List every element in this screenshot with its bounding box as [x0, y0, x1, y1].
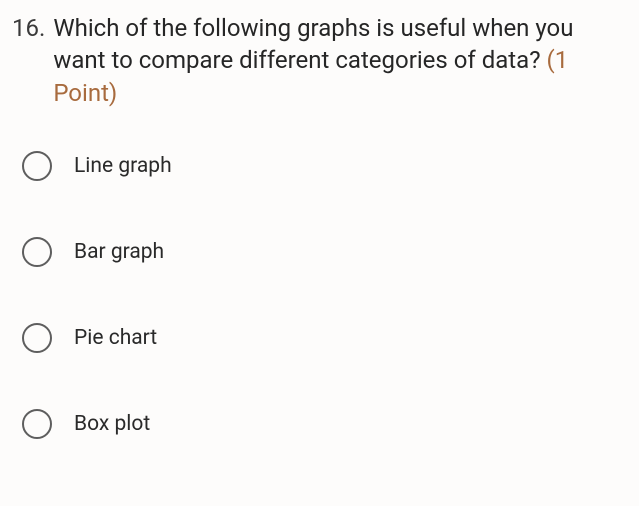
radio-icon[interactable]	[22, 237, 52, 267]
option-box-plot[interactable]: Box plot	[22, 409, 639, 439]
question-body: Which of the following graphs is useful …	[53, 14, 573, 74]
question-text: Which of the following graphs is useful …	[53, 12, 629, 109]
radio-icon[interactable]	[22, 323, 52, 353]
option-line-graph[interactable]: Line graph	[22, 151, 639, 181]
radio-icon[interactable]	[22, 151, 52, 181]
option-label: Line graph	[74, 156, 172, 177]
options-container: Line graph Bar graph Pie chart Box plot	[0, 151, 639, 439]
option-label: Box plot	[74, 414, 150, 435]
option-bar-graph[interactable]: Bar graph	[22, 237, 639, 267]
option-label: Bar graph	[74, 242, 164, 263]
radio-icon[interactable]	[22, 409, 52, 439]
option-label: Pie chart	[74, 328, 157, 349]
question-container: 16. Which of the following graphs is use…	[0, 12, 639, 109]
question-number: 16.	[12, 12, 45, 44]
option-pie-chart[interactable]: Pie chart	[22, 323, 639, 353]
